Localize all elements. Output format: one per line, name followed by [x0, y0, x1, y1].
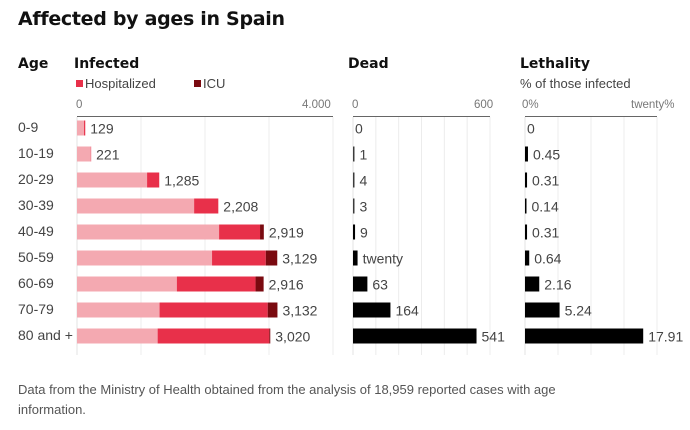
lethality-axis-min: 0% [522, 99, 539, 111]
infected-value-label: 3,132 [282, 303, 317, 319]
hospitalized-bar [194, 198, 219, 214]
infected-bar-base [77, 302, 160, 318]
dead-bar [353, 328, 477, 344]
footnote: Data from the Ministry of Health obtaine… [18, 382, 556, 417]
infected-axis-max: 4.000 [302, 99, 331, 111]
lethality-axis-max: twenty% [631, 99, 675, 111]
lethality-bar [525, 198, 527, 214]
age-label: 70-79 [18, 301, 54, 317]
infected-bar-base [77, 120, 85, 136]
legend-hospitalized-label: Hospitalized [85, 76, 156, 91]
dead-value-label: 9 [360, 225, 368, 241]
infected-axis-min: 0 [76, 99, 83, 111]
infected-value-label: 1,285 [164, 173, 199, 189]
lethality-value-label: 0.31 [532, 173, 559, 189]
lethality-bar [525, 224, 528, 240]
dead-bar [353, 198, 355, 214]
lethality-value-label: 0 [527, 121, 535, 137]
lethality-bar [525, 302, 560, 318]
dead-value-label: 0 [355, 121, 363, 137]
icu-bar [267, 302, 278, 318]
hospitalized-bar [159, 302, 268, 318]
age-label: 30-39 [18, 197, 54, 213]
age-label: 20-29 [18, 171, 54, 187]
age-label: 60-69 [18, 275, 54, 291]
dead-axis-max: 600 [474, 99, 494, 111]
dead-bar [353, 250, 358, 266]
lethality-bar [525, 172, 528, 188]
dead-bar [353, 146, 355, 162]
lethality-bar [525, 250, 530, 266]
age-label: 80 and + [18, 327, 73, 343]
chart-title: Affected by ages in Spain [18, 8, 285, 30]
lethality-value-label: 2.16 [544, 277, 571, 293]
dead-bar [353, 172, 355, 188]
infected-bar-base [77, 172, 148, 188]
infected-value-label: 2,916 [269, 277, 304, 293]
lethality-value-label: 17.91 [648, 329, 683, 345]
legend-icu: ICU [194, 76, 225, 91]
infected-header: Infected [74, 56, 140, 72]
age-label: 10-19 [18, 145, 54, 161]
dead-value-label: 1 [360, 147, 368, 163]
infected-value-label: 3,129 [282, 251, 317, 267]
age-label: 40-49 [18, 223, 54, 239]
age-header: Age [18, 56, 49, 72]
infected-bar-base [77, 146, 91, 162]
legend-icu-label: ICU [203, 76, 226, 91]
age-label: 50-59 [18, 249, 54, 265]
lethality-subtitle: % of those infected [520, 76, 631, 91]
lethality-header: Lethality [520, 56, 590, 72]
dead-value-label: 4 [360, 173, 368, 189]
infected-bar-base [77, 224, 220, 240]
hospitalized-bar [212, 250, 266, 266]
infected-value-label: 3,020 [275, 329, 310, 345]
infected-bar-base [77, 328, 158, 344]
hospitalized-bar [84, 120, 86, 136]
lethality-value-label: 0.64 [534, 251, 561, 267]
icu-bar [255, 276, 264, 292]
lethality-bar [525, 276, 540, 292]
dead-value-label: 63 [372, 277, 388, 293]
lethality-bar [525, 146, 528, 162]
infected-value-label: 2,919 [269, 225, 304, 241]
infected-bar-base [77, 276, 177, 292]
lethality-value-label: 0.31 [532, 225, 559, 241]
icu-swatch [194, 80, 201, 87]
hospitalized-bar [147, 172, 160, 188]
dead-value-label: 164 [395, 303, 419, 319]
lethality-bar [525, 328, 644, 344]
hospitalized-bar [176, 276, 256, 292]
infected-value-label: 2,208 [223, 199, 258, 215]
dead-bar [353, 302, 391, 318]
hospitalized-bar [157, 328, 270, 344]
infected-bar-base [77, 250, 213, 266]
age-label: 0-9 [18, 119, 39, 135]
lethality-value-label: 0.45 [533, 147, 560, 163]
dead-value-label: 3 [360, 199, 368, 215]
icu-bar [260, 224, 264, 240]
dead-bar [353, 224, 356, 240]
dead-axis-min: 0 [352, 99, 359, 111]
infected-bar-base [77, 198, 195, 214]
dead-header: Dead [348, 56, 389, 72]
icu-bar [265, 250, 278, 266]
hospitalized-swatch [76, 80, 83, 87]
lethality-value-label: 0.14 [532, 199, 559, 215]
legend-hospitalized: Hospitalized [76, 76, 156, 91]
dead-bar [353, 276, 368, 292]
infected-value-label: 129 [90, 121, 114, 137]
dead-value-label: 541 [482, 329, 506, 345]
hospitalized-bar [219, 224, 261, 240]
infected-value-label: 221 [96, 147, 120, 163]
icu-bar [269, 328, 271, 344]
lethality-value-label: 5.24 [565, 303, 592, 319]
dead-value-label: twenty [363, 251, 403, 267]
